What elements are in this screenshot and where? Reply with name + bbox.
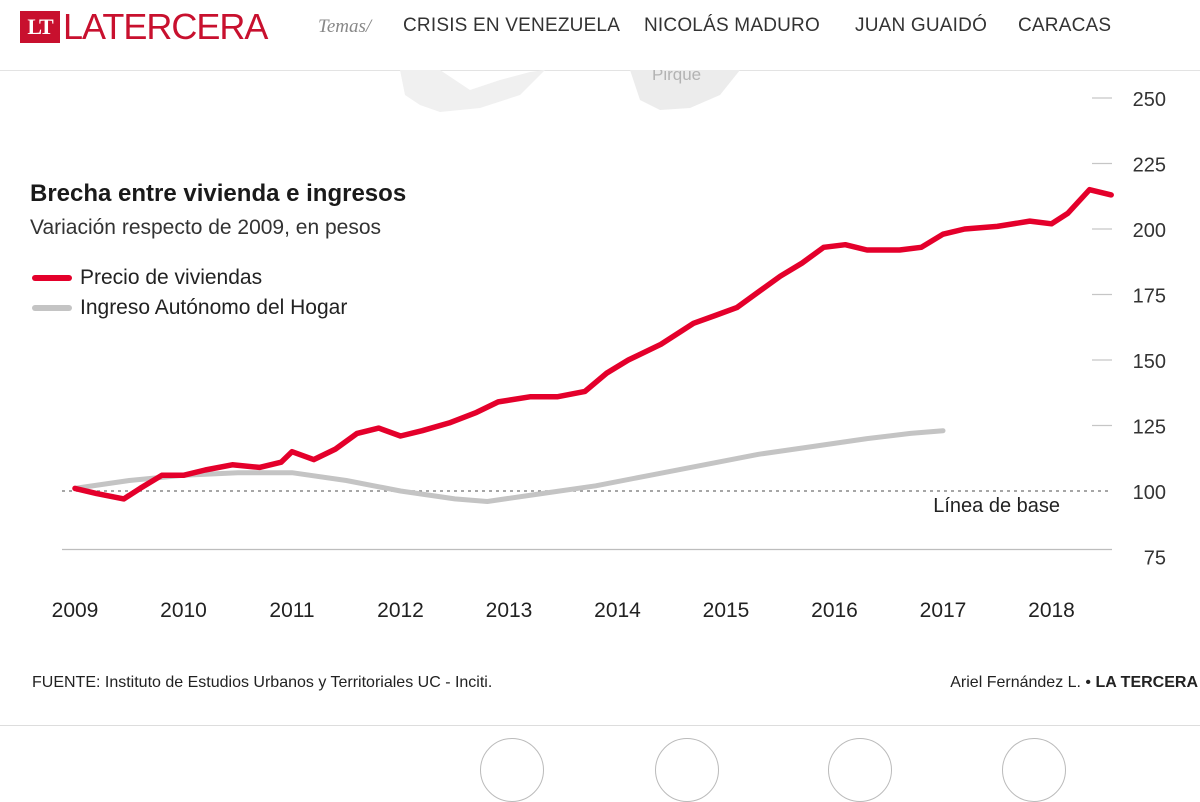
nav-link-caracas[interactable]: CARACAS bbox=[1018, 15, 1112, 36]
chart-area: Pirque 75 100 125 150 175 200 225 250 Línea de b… bbox=[52, 70, 1166, 622]
source-note: FUENTE: Instituto de Estudios Urbanos y … bbox=[32, 674, 493, 691]
map-label-pirque: Pirque bbox=[652, 70, 701, 84]
x-tick-label: 2011 bbox=[269, 599, 314, 622]
x-tick-label: 2016 bbox=[811, 599, 858, 622]
series-line-ingreso-hogar bbox=[72, 428, 946, 504]
y-tick-label: 150 bbox=[1133, 351, 1166, 373]
series-line-precio-viviendas bbox=[72, 186, 1114, 502]
x-tick-label: 2015 bbox=[703, 599, 750, 622]
credit-author: Ariel Fernández L. • bbox=[950, 674, 1092, 691]
credit: Ariel Fernández L. • LA TERCERA bbox=[950, 674, 1198, 692]
divider bbox=[0, 725, 1200, 726]
legend-label-ingreso: Ingreso Autónomo del Hogar bbox=[80, 296, 348, 319]
chart-subtitle: Variación respecto de 2009, en pesos bbox=[30, 216, 382, 239]
legend-item-ingreso: Ingreso Autónomo del Hogar bbox=[32, 296, 347, 320]
x-tick-label: 2013 bbox=[486, 599, 533, 622]
share-button[interactable] bbox=[655, 738, 719, 802]
legend-swatch-red bbox=[32, 275, 72, 281]
background-map: Pirque bbox=[400, 70, 740, 112]
x-tick-label: 2009 bbox=[52, 599, 99, 622]
nav-link-juan-guaido[interactable]: JUAN GUAIDÓ bbox=[855, 15, 988, 36]
site-header: LT LATERCERA Temas/ CRISIS EN VENEZUELA … bbox=[0, 0, 1200, 71]
logo-text: LATERCERA bbox=[63, 6, 268, 47]
logo-mark: LT bbox=[20, 11, 60, 43]
x-tick-label: 2017 bbox=[920, 599, 967, 622]
share-button[interactable] bbox=[480, 738, 544, 802]
legend-label-precio: Precio de viviendas bbox=[80, 266, 263, 289]
y-tick-label: 125 bbox=[1133, 417, 1166, 439]
nav-link-crisis-venezuela[interactable]: CRISIS EN VENEZUELA bbox=[403, 15, 621, 36]
x-tick-label: 2014 bbox=[594, 599, 641, 622]
y-tick-label: 200 bbox=[1133, 220, 1166, 242]
x-tick-label: 2010 bbox=[160, 599, 207, 622]
y-tick-label: 250 bbox=[1133, 89, 1166, 111]
share-button[interactable] bbox=[828, 738, 892, 802]
y-tick-label: 100 bbox=[1133, 482, 1166, 504]
legend-swatch-gray bbox=[32, 305, 72, 311]
y-tick-label: 175 bbox=[1133, 286, 1166, 308]
baseline-label: Línea de base bbox=[933, 495, 1060, 517]
credit-brand: LA TERCERA bbox=[1095, 674, 1198, 691]
y-tick-label: 225 bbox=[1133, 155, 1166, 177]
site-logo[interactable]: LT LATERCERA bbox=[20, 6, 268, 47]
y-tick-label: 75 bbox=[1144, 548, 1166, 570]
x-tick-label: 2018 bbox=[1028, 599, 1075, 622]
legend-item-precio: Precio de viviendas bbox=[32, 266, 262, 290]
chart-title: Brecha entre vivienda e ingresos bbox=[30, 180, 407, 207]
x-tick-label: 2012 bbox=[377, 599, 424, 622]
temas-label: Temas/ bbox=[318, 16, 372, 37]
share-button[interactable] bbox=[1002, 738, 1066, 802]
nav-link-nicolas-maduro[interactable]: NICOLÁS MADURO bbox=[644, 15, 820, 36]
